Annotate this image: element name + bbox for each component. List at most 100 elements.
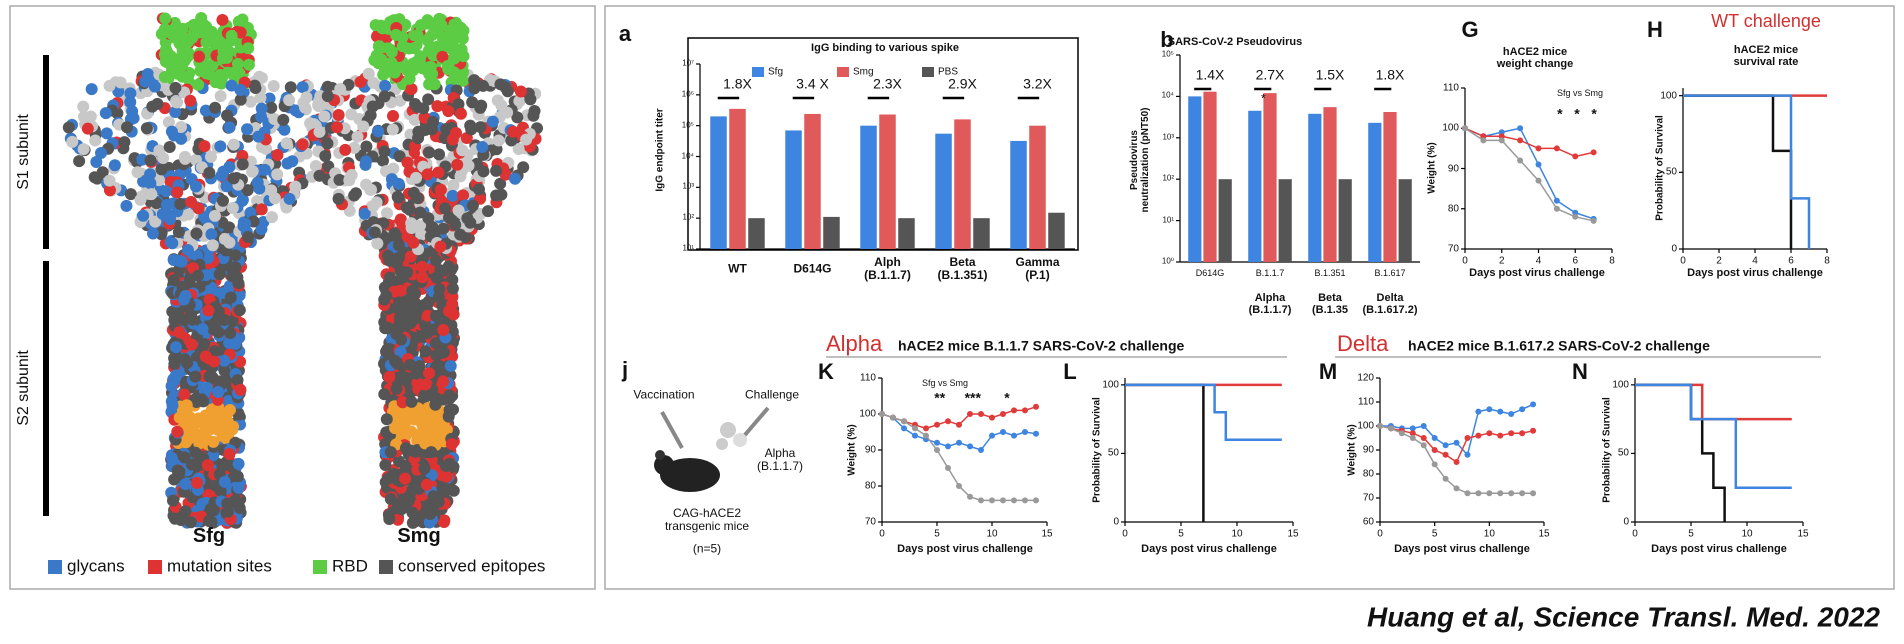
data-point xyxy=(901,425,907,432)
y-tick-label: 10¹ xyxy=(682,243,694,253)
x-tick-label: 10 xyxy=(1741,528,1753,540)
protein-atom xyxy=(393,371,406,384)
protein-atom xyxy=(169,369,182,382)
data-point xyxy=(1553,145,1560,152)
protein-atom xyxy=(370,49,383,62)
data-point xyxy=(1442,475,1449,482)
protein-atom xyxy=(472,183,485,196)
y-tick-label: 50 xyxy=(1107,447,1119,459)
protein-atom xyxy=(233,501,246,514)
protein-atom xyxy=(160,198,173,211)
protein-atom xyxy=(157,151,170,164)
bar xyxy=(1263,93,1277,263)
data-point xyxy=(1497,432,1504,439)
protein-atom xyxy=(368,226,381,239)
data-point xyxy=(923,425,929,432)
protein-atom xyxy=(223,236,236,249)
protein-atom xyxy=(367,200,380,213)
y-axis-label: IgG endpoint titer xyxy=(654,108,666,192)
protein-atom xyxy=(419,62,432,75)
bar xyxy=(898,218,915,249)
x-axis-label: Days post virus challenge xyxy=(1687,266,1823,279)
y-tick-label: 10³ xyxy=(1162,132,1174,142)
protein-atom xyxy=(431,100,444,113)
protein-atom xyxy=(124,87,137,100)
protein-atom xyxy=(189,446,202,459)
protein-atom xyxy=(383,513,396,526)
survival-curve xyxy=(1125,383,1282,441)
protein-atom xyxy=(490,189,503,202)
protein-atom xyxy=(215,169,228,182)
protein-atom xyxy=(421,168,434,181)
y-tick-label: 120 xyxy=(1357,372,1374,384)
protein-atom xyxy=(242,231,255,244)
protein-atom xyxy=(407,236,420,249)
x-tick-label: 5 xyxy=(1178,528,1184,540)
protein-atom xyxy=(378,145,391,158)
protein-atom xyxy=(103,174,116,187)
data-point xyxy=(1453,439,1460,446)
label: Challenge xyxy=(744,387,800,402)
protein-atom xyxy=(271,168,284,181)
protein-atom xyxy=(218,475,231,488)
protein-atom xyxy=(404,250,417,263)
protein-atom xyxy=(333,173,346,186)
protein-atom xyxy=(201,459,214,472)
protein-atom xyxy=(393,150,406,163)
protein-atom xyxy=(401,64,414,77)
y-tick-label: 10⁵ xyxy=(1161,49,1174,59)
survival-curve xyxy=(1125,383,1205,522)
protein-atom xyxy=(395,333,408,346)
protein-atom xyxy=(212,75,225,88)
protein-atom xyxy=(221,66,234,79)
data-point xyxy=(1517,137,1524,144)
protein-atom xyxy=(440,423,453,436)
protein-atom xyxy=(408,113,421,126)
x-tick-label: B.1.351 xyxy=(1314,268,1346,279)
data-point xyxy=(1022,407,1028,414)
protein-atom xyxy=(477,165,490,178)
protein-atom xyxy=(367,76,380,89)
protein-atom xyxy=(173,411,186,424)
protein-atom xyxy=(313,125,326,138)
protein-atom xyxy=(486,115,499,128)
protein-atom xyxy=(468,74,481,87)
y-axis-label: Probability of Survival xyxy=(1601,397,1613,503)
protein-atom xyxy=(343,174,356,187)
panel-label: b xyxy=(1160,26,1174,52)
protein-atom xyxy=(169,81,182,94)
protein-atom xyxy=(248,79,261,92)
protein-atom xyxy=(366,100,379,113)
protein-atom xyxy=(362,67,375,80)
protein-atom xyxy=(423,367,436,380)
protein-atom xyxy=(198,140,211,153)
bar xyxy=(1248,110,1262,262)
data-point xyxy=(1486,430,1493,437)
protein-atom xyxy=(164,213,177,226)
protein-atom xyxy=(232,277,245,290)
protein-atom xyxy=(331,121,344,134)
protein-atom xyxy=(263,92,276,105)
protein-atom xyxy=(148,80,161,93)
protein-atom xyxy=(171,186,184,199)
survival-curve xyxy=(1683,94,1793,249)
x-tick-label: Gamma (P.1) xyxy=(1015,254,1060,282)
protein-atom xyxy=(206,239,219,252)
protein-atom xyxy=(482,205,495,218)
data-point xyxy=(1000,411,1006,417)
protein-atom xyxy=(236,158,249,171)
protein-atom xyxy=(73,155,86,168)
protein-atom xyxy=(226,202,239,215)
protein-atom xyxy=(177,293,190,306)
label: Alpha (B.1.1.7) xyxy=(756,445,804,473)
fold-change: 1.8X xyxy=(723,75,752,92)
protein-atom xyxy=(385,46,398,59)
protein-atom xyxy=(434,183,447,196)
protein-atom xyxy=(179,505,192,518)
protein-atom xyxy=(283,94,296,107)
x-tick-label: 6 xyxy=(1788,255,1794,267)
protein-atom xyxy=(442,105,455,118)
protein-atom xyxy=(410,367,423,380)
protein-atom xyxy=(214,140,227,153)
y-axis-label: Probability of Survival xyxy=(1091,397,1103,503)
